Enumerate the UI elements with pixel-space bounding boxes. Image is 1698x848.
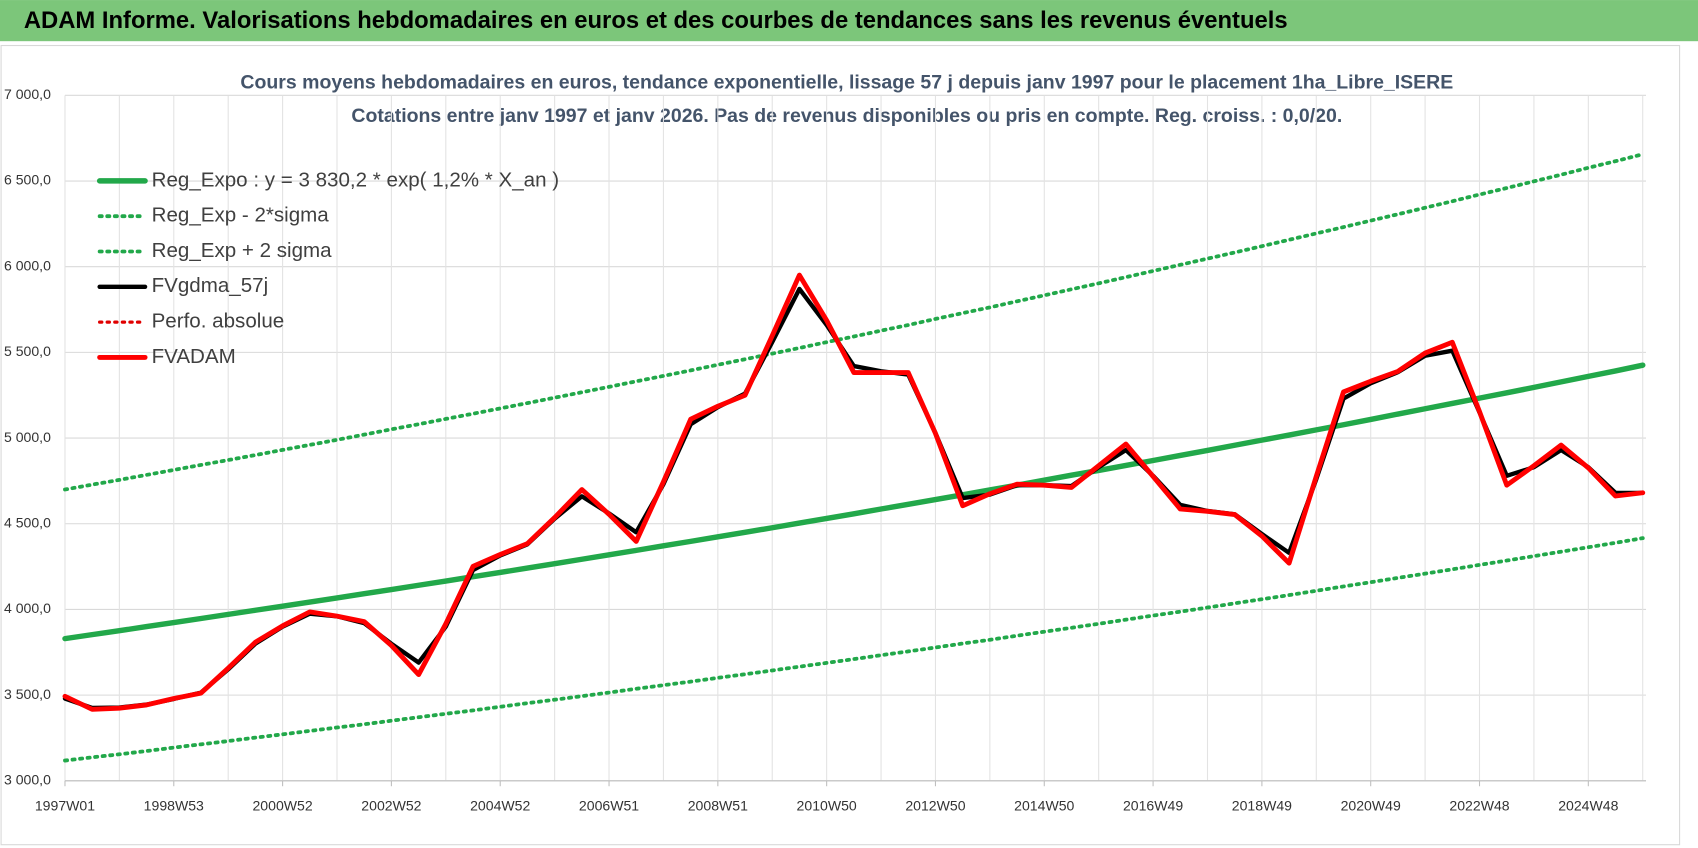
x-tick-label: 2006W51 bbox=[579, 798, 639, 814]
y-tick-label: 3 000,0 bbox=[4, 772, 51, 788]
y-tick-label: 6 000,0 bbox=[4, 257, 51, 273]
x-tick-label: 2014W50 bbox=[1014, 798, 1074, 814]
series-line bbox=[63, 152, 1645, 492]
y-tick-label: 7 000,0 bbox=[4, 86, 51, 102]
chart-area bbox=[0, 44, 1681, 846]
x-tick-label: 2000W52 bbox=[252, 798, 312, 814]
legend-label: FVADAM bbox=[152, 345, 236, 368]
chart-subtitle: Cotations entre janv 1997 et janv 2026. … bbox=[351, 105, 1342, 127]
y-tick-label: 6 500,0 bbox=[4, 172, 51, 188]
y-tick-label: 5 500,0 bbox=[4, 343, 51, 359]
legend-label: FVgdma_57j bbox=[152, 274, 269, 297]
chart-title: Cours moyens hebdomadaires en euros, ten… bbox=[240, 72, 1453, 94]
legend-label: Perfo. absolue bbox=[152, 310, 285, 333]
x-tick-label: 2016W49 bbox=[1123, 798, 1183, 814]
series-line bbox=[62, 362, 1646, 642]
y-tick-label: 4 000,0 bbox=[4, 600, 51, 616]
y-tick-label: 4 500,0 bbox=[4, 514, 51, 530]
x-tick-label: 1998W53 bbox=[144, 798, 204, 814]
x-tick-label: 2004W52 bbox=[470, 798, 530, 814]
x-tick-label: 2022W48 bbox=[1449, 798, 1509, 814]
series-line bbox=[63, 536, 1645, 763]
y-tick-label: 5 000,0 bbox=[4, 429, 51, 445]
legend-label: Reg_Exp + 2 sigma bbox=[152, 239, 333, 262]
legend-label: Reg_Expo : y = 3 830,2 * exp( 1,2% * X_a… bbox=[152, 168, 560, 191]
x-tick-label: 2002W52 bbox=[361, 798, 421, 814]
legend-label: Reg_Exp - 2*sigma bbox=[152, 204, 330, 227]
x-tick-label: 2024W48 bbox=[1558, 798, 1618, 814]
header-band bbox=[0, 0, 1698, 42]
x-tick-label: 2012W50 bbox=[905, 798, 965, 814]
x-tick-label: 2010W50 bbox=[797, 798, 857, 814]
x-tick-label: 2008W51 bbox=[688, 798, 748, 814]
y-tick-label: 3 500,0 bbox=[4, 686, 51, 702]
x-tick-label: 1997W01 bbox=[35, 798, 95, 814]
x-tick-label: 2018W49 bbox=[1232, 798, 1292, 814]
series-line bbox=[62, 272, 1646, 712]
x-tick-label: 2020W49 bbox=[1341, 798, 1401, 814]
header-title: ADAM Informe. Valorisations hebdomadaire… bbox=[24, 7, 1288, 34]
